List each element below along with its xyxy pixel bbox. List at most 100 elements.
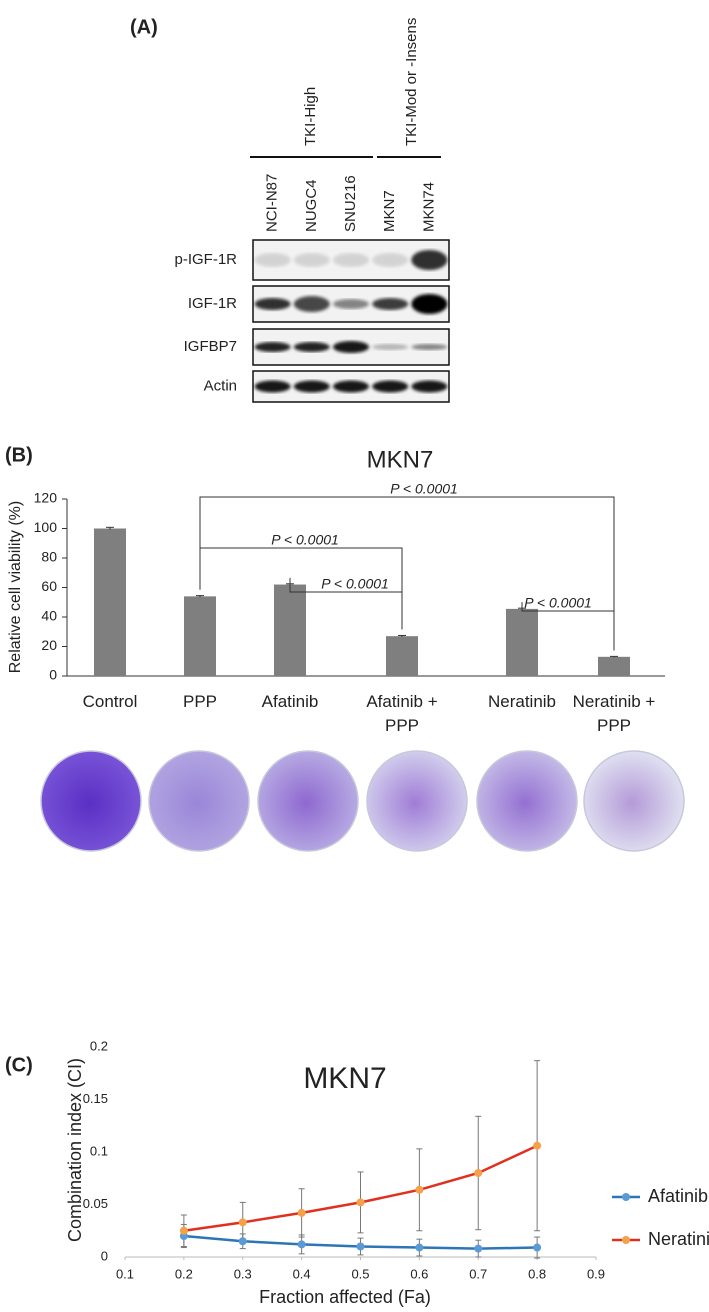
x-tick-label: 0.9 xyxy=(587,1266,605,1281)
y-tick-label: 80 xyxy=(41,549,57,565)
lane-label: NUGC4 xyxy=(303,179,320,232)
row-label: p-IGF-1R xyxy=(174,251,237,268)
marker xyxy=(415,1185,424,1194)
marker xyxy=(533,1141,542,1150)
significance-bracket xyxy=(199,496,615,651)
significance-bracket xyxy=(199,547,403,630)
bar xyxy=(274,584,306,676)
plate xyxy=(148,750,250,852)
marker xyxy=(356,1198,365,1207)
y-tick-label: 40 xyxy=(41,608,57,624)
annotation: P < 0.0001 xyxy=(321,576,389,592)
y-tick-label: 120 xyxy=(34,490,58,506)
annotation: P < 0.0001 xyxy=(271,532,339,548)
x-tick-label: Control xyxy=(82,692,138,711)
y-tick-label: 0 xyxy=(49,667,57,683)
band xyxy=(372,298,409,310)
panel-label: (A) xyxy=(130,16,158,38)
band xyxy=(372,380,409,393)
plate xyxy=(366,750,468,852)
band xyxy=(411,294,448,314)
marker xyxy=(533,1243,542,1252)
x-tick-label: Afatinib xyxy=(261,692,319,711)
plate xyxy=(40,750,142,852)
marker xyxy=(474,1244,483,1253)
band xyxy=(293,380,330,393)
marker xyxy=(179,1226,188,1235)
x-tick-label: PPP xyxy=(182,692,218,711)
marker xyxy=(297,1208,306,1217)
x-tick-label: 0.2 xyxy=(175,1266,193,1281)
group-label: TKI-High xyxy=(302,87,319,146)
band xyxy=(293,253,330,267)
lane-label: MKN7 xyxy=(381,190,398,232)
x-tick-label: Neratinib xyxy=(487,692,557,711)
row-label: IGF-1R xyxy=(188,295,237,312)
plate xyxy=(583,750,685,852)
lane-label: NCI-N87 xyxy=(264,174,281,232)
band xyxy=(293,296,330,312)
x-tick-label: 0.3 xyxy=(234,1266,252,1281)
band xyxy=(254,253,291,267)
y-tick-label: 0.2 xyxy=(90,1038,108,1053)
row-label: Actin xyxy=(204,377,237,394)
x-tick-label: 0.1 xyxy=(116,1266,134,1281)
band xyxy=(332,299,370,309)
band xyxy=(411,380,448,393)
band xyxy=(372,344,409,350)
band xyxy=(293,342,330,352)
chart-title: MKN7 xyxy=(303,1062,386,1095)
band xyxy=(254,298,291,310)
legend-label: Afatinib + PPP xyxy=(648,1186,709,1206)
x-tick-label: 0.5 xyxy=(351,1266,369,1281)
significance-bracket xyxy=(289,577,403,630)
legend-marker xyxy=(622,1236,630,1244)
y-tick-label: 20 xyxy=(41,637,57,653)
band xyxy=(332,380,370,393)
plate xyxy=(476,750,578,852)
x-tick-label: 0.7 xyxy=(469,1266,487,1281)
marker xyxy=(297,1240,306,1249)
y-tick-label: 60 xyxy=(41,578,57,594)
plate xyxy=(257,750,359,852)
bar xyxy=(184,596,216,676)
marker xyxy=(238,1218,247,1227)
marker xyxy=(415,1243,424,1252)
lane-label: MKN74 xyxy=(420,182,437,232)
band xyxy=(411,344,448,350)
x-tick-label: Afatinib + PPP xyxy=(366,692,438,735)
row-label: IGFBP7 xyxy=(184,338,237,355)
x-tick-label: 0.4 xyxy=(293,1266,311,1281)
y-tick-label: 0.05 xyxy=(83,1196,108,1211)
marker xyxy=(474,1169,483,1177)
x-axis-label: Fraction affected (Fa) xyxy=(259,1287,431,1307)
annotation: P < 0.0001 xyxy=(524,595,592,611)
chart-title: MKN7 xyxy=(367,446,434,473)
legend-marker xyxy=(622,1193,630,1201)
band xyxy=(411,250,448,270)
x-tick-label: 0.6 xyxy=(410,1266,428,1281)
band xyxy=(254,342,291,352)
bar xyxy=(598,656,630,676)
x-tick-label: Neratinib + PPP xyxy=(572,692,656,735)
panel-label: (C) xyxy=(5,1054,33,1076)
y-tick-label: 0 xyxy=(101,1248,108,1263)
legend-label: Neratinib + PPP xyxy=(648,1229,709,1249)
x-tick-label: 0.8 xyxy=(528,1266,546,1281)
lane-label: SNU216 xyxy=(342,175,359,232)
marker xyxy=(238,1237,247,1246)
bar xyxy=(94,528,126,676)
marker xyxy=(356,1242,365,1251)
y-tick-label: 0.1 xyxy=(90,1143,108,1158)
significance-bracket xyxy=(521,602,615,651)
band xyxy=(372,253,409,267)
band xyxy=(332,253,370,267)
y-tick-label: 100 xyxy=(34,519,58,535)
bar xyxy=(386,636,418,676)
y-axis-label: Combination index (CI) xyxy=(65,1058,85,1242)
annotation: P < 0.0001 xyxy=(390,481,458,497)
y-tick-label: 0.15 xyxy=(83,1091,108,1106)
bar xyxy=(506,608,538,676)
